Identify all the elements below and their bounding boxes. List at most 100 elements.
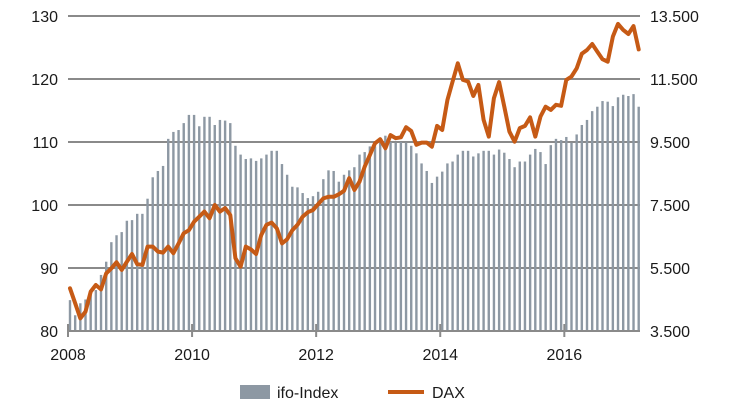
ifo-bar (104, 261, 108, 331)
dax-line (68, 21, 641, 321)
ifo-bar (590, 111, 594, 331)
ifo-bar (534, 148, 537, 331)
ifo-bar (337, 181, 341, 331)
x-axis-label: 2016 (547, 347, 583, 364)
left-axis-label: 80 (40, 324, 58, 341)
left-axis-labels: 80 90 100 110 120 130 (31, 9, 58, 341)
ifo-bar (544, 164, 547, 331)
ifo-bar (363, 152, 366, 331)
right-axis-label: 9.500 (650, 135, 690, 152)
legend: ifo-Index DAX (240, 385, 465, 402)
ifo-bar (151, 177, 154, 331)
ifo-bar (379, 142, 382, 331)
ifo-bars (68, 94, 640, 332)
ifo-bar (565, 136, 568, 331)
ifo-bar (368, 146, 372, 331)
ifo-bar (223, 120, 227, 331)
ifo-bar (187, 114, 191, 331)
ifo-bar (399, 142, 403, 331)
ifo-bar (280, 164, 284, 331)
left-axis-label: 110 (32, 135, 58, 152)
right-axis-label: 7.500 (650, 198, 690, 215)
ifo-bar (125, 220, 129, 331)
ifo-bar (94, 290, 98, 331)
ifo-bar (208, 116, 211, 331)
ifo-bar (130, 220, 134, 331)
x-axis-label: 2010 (174, 347, 210, 364)
ifo-bar (575, 134, 578, 331)
ifo-bar (596, 106, 599, 331)
ifo-bar (430, 182, 434, 331)
left-axis-label: 90 (40, 261, 58, 278)
ifo-bar (585, 119, 589, 331)
right-axis-labels: 3.500 5.500 7.500 9.500 11.500 13.500 (650, 9, 699, 341)
right-axis-label: 3.500 (650, 324, 690, 341)
ifo-bar (146, 198, 149, 331)
ifo-bar (265, 154, 268, 331)
legend-ifo-swatch (240, 385, 270, 399)
ifo-bar (559, 140, 563, 331)
ifo-bar (239, 154, 242, 331)
ifo-bar (172, 131, 175, 331)
ifo-bar (110, 242, 113, 331)
ifo-bar (477, 153, 480, 331)
ifo-bar (249, 158, 253, 331)
ifo-bar (394, 142, 397, 331)
ifo-bar (549, 145, 553, 331)
ifo-bar (291, 186, 294, 331)
ifo-bar (482, 150, 485, 331)
ifo-bar (141, 213, 144, 331)
ifo-bar (373, 146, 377, 331)
ifo-bar (503, 152, 506, 331)
ifo-bar (611, 106, 615, 331)
ifo-bar (523, 161, 527, 331)
ifo-bar (306, 198, 310, 331)
legend-dax-label: DAX (432, 385, 465, 402)
ifo-bar (270, 150, 273, 331)
ifo-bar (420, 163, 423, 331)
ifo-bar (472, 156, 475, 331)
right-axis-label: 13.500 (650, 9, 699, 26)
ifo-bar (311, 196, 315, 331)
ifo-bar (554, 138, 558, 331)
ifo-bar (497, 149, 501, 331)
ifo-bar (301, 193, 304, 331)
ifo-bar (404, 142, 408, 331)
ifo-bar (136, 213, 139, 331)
ifo-bar (115, 235, 118, 331)
ifo-bar (415, 153, 418, 331)
ifo-bar (461, 150, 465, 331)
ifo-bar (342, 174, 346, 331)
ifo-bar (518, 161, 521, 331)
ifo-bar (466, 150, 470, 331)
ifo-bar (487, 150, 490, 331)
left-axis-label: 100 (31, 198, 58, 215)
ifo-bar (84, 299, 87, 331)
ifo-bar (182, 123, 185, 331)
ifo-bar (627, 96, 630, 331)
ifo-bar (167, 138, 170, 331)
ifo-bar (322, 179, 325, 331)
ifo-bar (285, 174, 289, 331)
ifo-bar (389, 142, 392, 331)
ifo-bar (358, 154, 361, 331)
ifo-bar (68, 300, 72, 331)
ifo-bar (410, 145, 413, 331)
legend-ifo-label: ifo-Index (277, 385, 338, 402)
ifo-bar (456, 154, 459, 331)
ifo-bar (616, 97, 620, 332)
ifo-bar (637, 106, 640, 331)
ifo-bar (580, 124, 584, 332)
ifo-bar (528, 154, 532, 331)
ifo-bar (203, 116, 206, 331)
ifo-bar (327, 170, 330, 331)
right-axis-label: 11.500 (650, 72, 698, 89)
ifo-bar (451, 161, 454, 331)
ifo-bar (513, 167, 516, 331)
ifo-bar (425, 170, 428, 331)
ifo-bar (177, 130, 180, 331)
ifo-bar (441, 171, 444, 331)
ifo-bar (198, 126, 201, 331)
ifo-bar (254, 160, 258, 331)
